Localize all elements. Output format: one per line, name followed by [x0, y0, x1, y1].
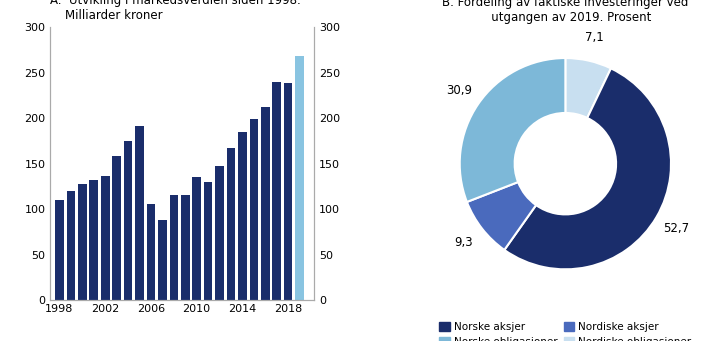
Bar — [203, 182, 212, 300]
Wedge shape — [459, 58, 565, 202]
Bar — [193, 177, 201, 300]
Text: 52,7: 52,7 — [664, 222, 690, 235]
Bar — [101, 176, 109, 300]
Bar — [124, 141, 132, 300]
Bar — [226, 148, 235, 300]
Text: 7,1: 7,1 — [585, 31, 603, 44]
Bar — [78, 184, 86, 300]
Title: B. Fordeling av faktiske investeringer ved
   utgangen av 2019. Prosent: B. Fordeling av faktiske investeringer v… — [442, 0, 689, 24]
Bar — [158, 220, 167, 300]
Bar — [238, 132, 247, 300]
Legend: Norske aksjer, Norske obligasjoner, Nordiske aksjer, Nordiske obligasjoner: Norske aksjer, Norske obligasjoner, Nord… — [439, 322, 692, 341]
Bar — [296, 56, 304, 300]
Bar — [170, 195, 178, 300]
Bar — [55, 200, 64, 300]
Wedge shape — [504, 68, 671, 269]
Text: 30,9: 30,9 — [446, 85, 472, 98]
Wedge shape — [467, 182, 536, 250]
Bar — [273, 82, 281, 300]
Bar — [112, 157, 121, 300]
Bar — [181, 195, 190, 300]
Bar — [135, 127, 144, 300]
Bar — [215, 166, 224, 300]
Bar — [89, 180, 98, 300]
Bar — [284, 83, 293, 300]
Bar — [249, 119, 258, 300]
Wedge shape — [565, 58, 611, 118]
Text: 9,3: 9,3 — [454, 237, 473, 250]
Bar — [147, 204, 155, 300]
Bar — [67, 191, 75, 300]
Text: A.  Utvikling i markedsverdien siden 1998.
    Milliarder kroner: A. Utvikling i markedsverdien siden 1998… — [50, 0, 301, 22]
Bar — [261, 107, 270, 300]
